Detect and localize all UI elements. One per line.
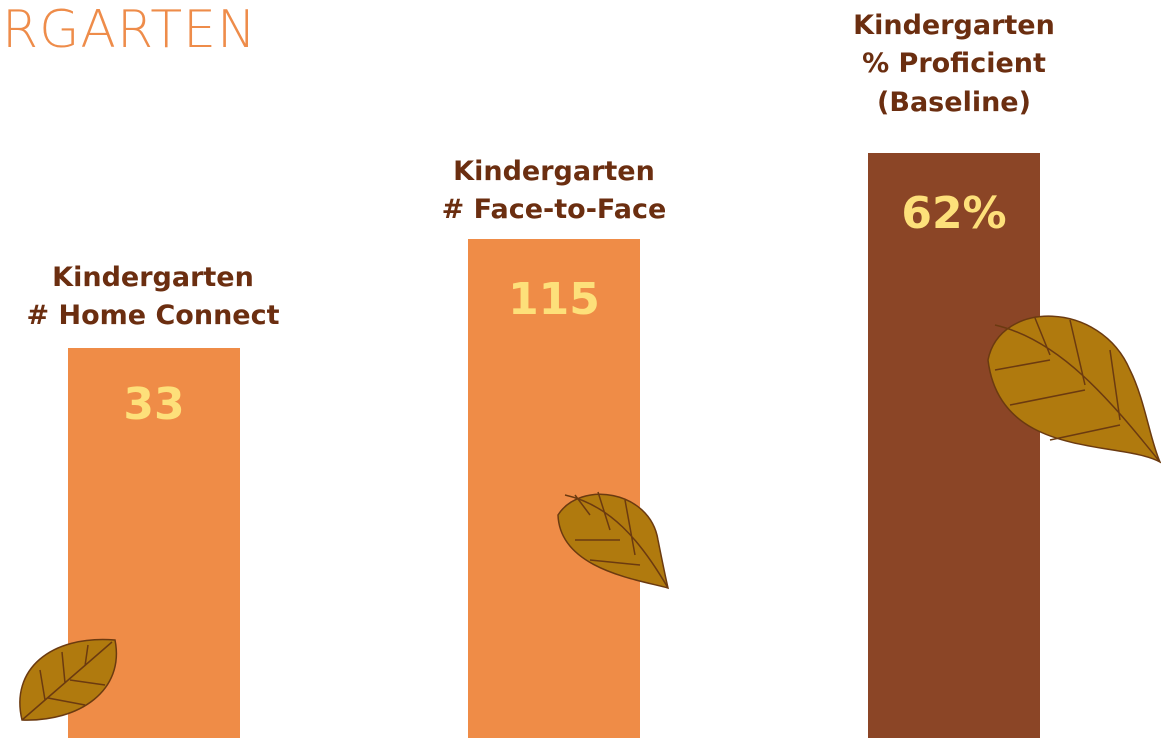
title: RGARTEN — [2, 0, 257, 60]
panel-label: Kindergarten — [853, 10, 1055, 41]
panel-value: 33 — [123, 379, 184, 430]
panel-label: (Baseline) — [877, 87, 1031, 118]
infographic: RGARTEN Kindergarten # Home Connect 33 K… — [0, 0, 1161, 738]
panel-label: # Face-to-Face — [442, 194, 667, 225]
panel-value: 115 — [508, 274, 600, 325]
panel-label: Kindergarten — [453, 156, 655, 187]
panel-value: 62% — [901, 188, 1006, 239]
bar — [868, 153, 1040, 738]
panel-label: # Home Connect — [26, 300, 279, 331]
panel-label: Kindergarten — [52, 262, 254, 293]
panel-label: % Proficient — [862, 48, 1046, 79]
